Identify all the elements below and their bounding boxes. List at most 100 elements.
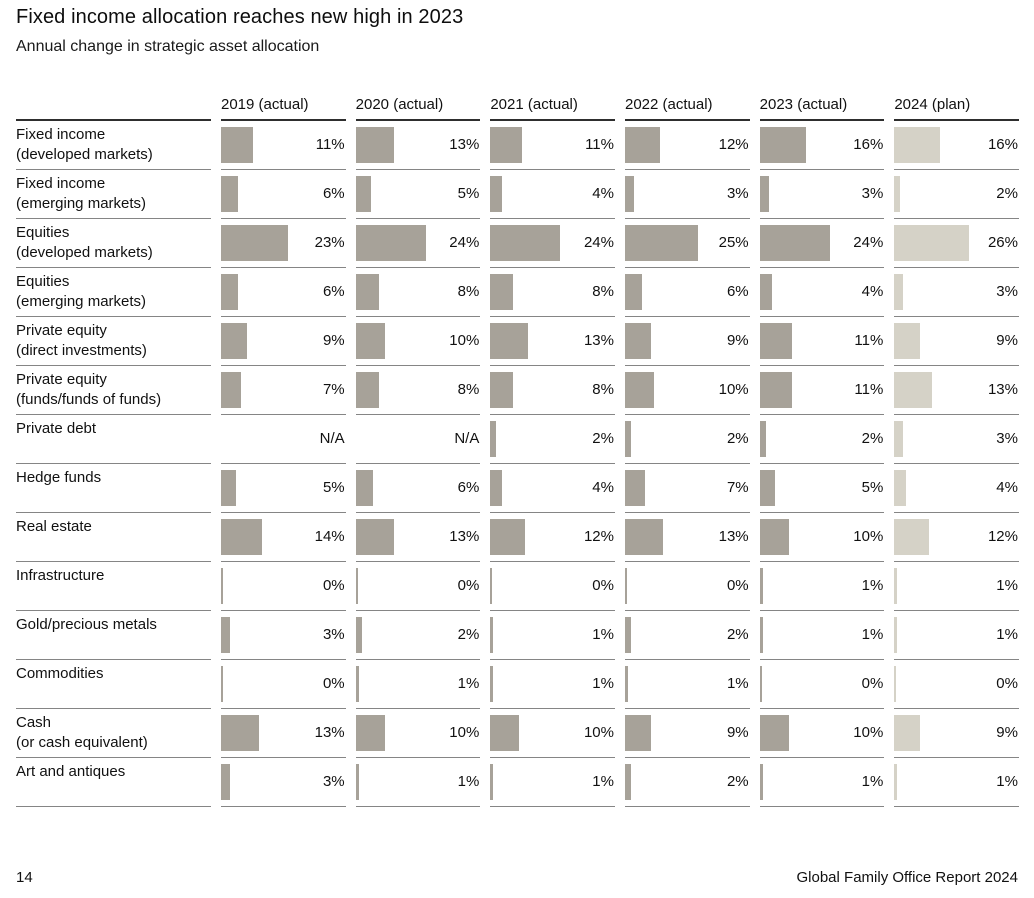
data-cell: 9% <box>894 709 1019 758</box>
row-label-cell: Equities (emerging markets) <box>16 268 211 317</box>
allocation-bar <box>221 715 259 751</box>
data-cell: 10% <box>759 709 885 758</box>
cell-value: 8% <box>457 283 480 300</box>
row-sublabel: (direct investments) <box>16 341 147 359</box>
column-header-2019: 2019 (actual) <box>221 96 346 121</box>
cell-value: 1% <box>996 577 1018 594</box>
cell-value: 13% <box>314 724 345 741</box>
cell-value: 0% <box>592 577 614 594</box>
allocation-bar <box>221 323 247 359</box>
data-cell: 9% <box>624 317 750 366</box>
table-row: Real estate 14% 13% 12% 13% 10% 12% <box>16 513 1019 562</box>
allocation-bar <box>624 323 651 359</box>
allocation-bar <box>221 274 238 310</box>
row-label-cell: Real estate <box>16 513 211 562</box>
data-cell: 1% <box>894 611 1019 660</box>
cell-value: 24% <box>583 234 614 251</box>
cell-value: 12% <box>583 528 614 545</box>
allocation-bar <box>355 323 385 359</box>
row-label-cell: Private equity (funds/funds of funds) <box>16 366 211 415</box>
cell-value: 23% <box>314 234 345 251</box>
row-label-cell: Infrastructure <box>16 562 211 611</box>
row-label-cell: Gold/precious metals <box>16 611 211 660</box>
row-label: Hedge funds <box>16 469 102 486</box>
row-label-cell: Cash (or cash equivalent) <box>16 709 211 758</box>
cell-value: 3% <box>322 773 345 790</box>
data-cell: 9% <box>894 317 1019 366</box>
table-row: Private equity (direct investments) 9% 10… <box>16 317 1019 366</box>
allocation-bar <box>490 372 514 408</box>
allocation-bar <box>759 715 789 751</box>
cell-value: 0% <box>996 675 1018 692</box>
data-cell: 6% <box>624 268 750 317</box>
allocation-bar <box>894 372 933 408</box>
cell-value: 1% <box>457 773 480 790</box>
page-title: Fixed income allocation reaches new high… <box>16 6 464 28</box>
cell-value: 5% <box>322 479 345 496</box>
allocation-bar <box>624 225 698 261</box>
cell-value: 4% <box>592 479 614 496</box>
row-sublabel: (emerging markets) <box>16 292 147 310</box>
cell-value: 1% <box>592 773 614 790</box>
table-row: Equities (developed markets) 23% 24% 24% 25… <box>16 219 1019 268</box>
row-label: Fixed income <box>16 126 106 143</box>
allocation-bar <box>490 715 520 751</box>
allocation-bar <box>894 519 930 555</box>
cell-value: 7% <box>726 479 749 496</box>
cell-value: 16% <box>853 136 884 153</box>
data-cell: 11% <box>221 121 346 170</box>
allocation-bar <box>894 666 897 702</box>
data-cell: 10% <box>355 317 481 366</box>
cell-value: 10% <box>583 724 614 741</box>
data-cell: 3% <box>759 170 885 219</box>
allocation-bar <box>221 127 253 163</box>
data-cell: 12% <box>894 513 1019 562</box>
cell-value: 26% <box>987 234 1018 251</box>
cell-value: 12% <box>718 136 749 153</box>
data-cell: 13% <box>624 513 750 562</box>
allocation-bar <box>355 372 379 408</box>
data-cell: 0% <box>355 562 481 611</box>
table-header: 2019 (actual) 2020 (actual) 2021 (actual… <box>16 96 1019 121</box>
allocation-bar <box>894 470 907 506</box>
allocation-bar <box>221 568 223 604</box>
allocation-bar <box>894 127 941 163</box>
data-cell: 1% <box>894 758 1019 807</box>
cell-value: 4% <box>861 283 884 300</box>
cell-value: 1% <box>726 675 749 692</box>
allocation-bar <box>221 617 230 653</box>
cell-value: 2% <box>996 185 1018 202</box>
data-cell: 3% <box>894 415 1019 464</box>
table-row: Fixed income (developed markets) 11% 13% 1… <box>16 121 1019 170</box>
cell-value: N/A <box>319 430 345 447</box>
allocation-bar <box>894 617 898 653</box>
data-cell: 10% <box>624 366 750 415</box>
data-cell: 26% <box>894 219 1019 268</box>
cell-value: 11% <box>854 332 884 349</box>
allocation-bar <box>759 323 792 359</box>
page-subtitle: Annual change in strategic asset allocat… <box>16 38 320 55</box>
allocation-bar <box>355 617 362 653</box>
allocation-bar <box>759 764 763 800</box>
data-cell: 1% <box>759 611 885 660</box>
cell-value: 9% <box>322 332 345 349</box>
allocation-bar <box>624 666 628 702</box>
cell-value: 9% <box>996 724 1018 741</box>
allocation-bar <box>490 470 503 506</box>
data-cell: 11% <box>759 317 885 366</box>
table-row: Hedge funds 5% 6% 4% 7% 5% 4% <box>16 464 1019 513</box>
allocation-bar <box>624 372 654 408</box>
row-sublabel: (developed markets) <box>16 243 153 261</box>
data-cell: 25% <box>624 219 750 268</box>
cell-value: 1% <box>457 675 480 692</box>
column-header-2020: 2020 (actual) <box>355 96 481 121</box>
cell-value: 13% <box>449 136 480 153</box>
data-cell: 5% <box>759 464 885 513</box>
allocation-bar <box>221 225 288 261</box>
data-cell: 4% <box>490 170 615 219</box>
allocation-bar <box>759 617 763 653</box>
row-label-cell: Private equity (direct investments) <box>16 317 211 366</box>
table-row: Gold/precious metals 3% 2% 1% 2% 1% 1% <box>16 611 1019 660</box>
cell-value: 1% <box>592 626 614 643</box>
allocation-bar <box>759 127 806 163</box>
